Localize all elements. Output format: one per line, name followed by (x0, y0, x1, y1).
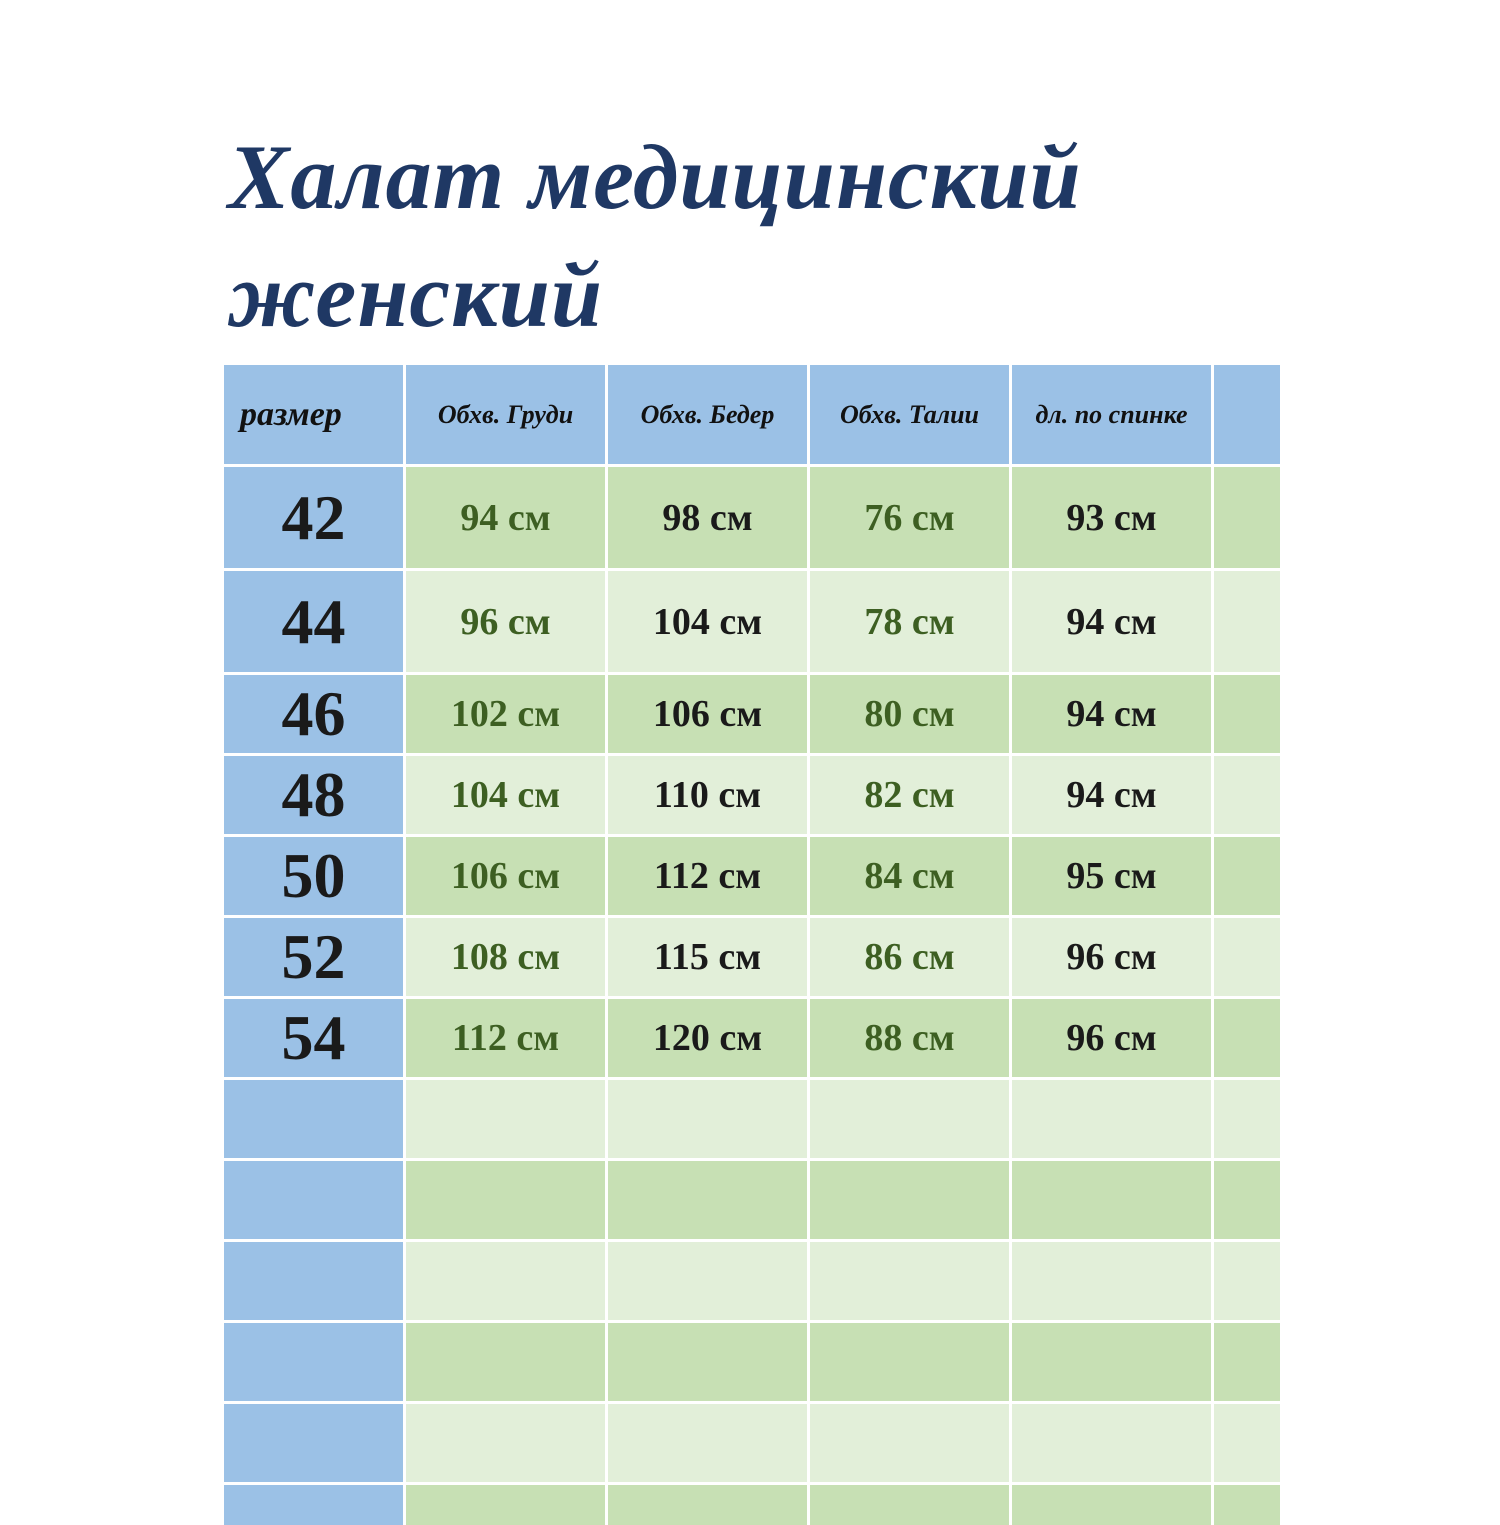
header-waist: Обхв. Талии (810, 365, 1009, 464)
empty-cell (1214, 837, 1280, 915)
title-line-1: Халат медицинский (228, 126, 1082, 228)
empty-cell (608, 1242, 807, 1320)
empty-cell (810, 1323, 1009, 1401)
back-length-cell: 94 см (1012, 756, 1211, 834)
header-hips: Обхв. Бедер (608, 365, 807, 464)
empty-cell (810, 1161, 1009, 1239)
back-length-cell: 96 см (1012, 918, 1211, 996)
empty-cell (1214, 675, 1280, 753)
empty-cell (608, 1323, 807, 1401)
hips-cell: 112 см (608, 837, 807, 915)
chest-cell: 112 см (406, 999, 605, 1077)
back-length-cell: 94 см (1012, 675, 1211, 753)
waist-cell: 78 см (810, 571, 1009, 672)
empty-cell (406, 1242, 605, 1320)
hips-cell: 98 см (608, 467, 807, 568)
empty-cell (406, 1404, 605, 1482)
header-back-length: дл. по спинке (1012, 365, 1211, 464)
empty-cell (1214, 1404, 1280, 1482)
waist-cell: 82 см (810, 756, 1009, 834)
empty-cell (406, 1323, 605, 1401)
empty-cell (406, 1485, 605, 1525)
empty-cell (1012, 1242, 1211, 1320)
size-cell-empty (224, 1242, 403, 1320)
empty-cell (1214, 1080, 1280, 1158)
empty-cell (1214, 1485, 1280, 1525)
size-cell: 48 (224, 756, 403, 834)
chest-cell: 106 см (406, 837, 605, 915)
waist-cell: 76 см (810, 467, 1009, 568)
size-cell: 54 (224, 999, 403, 1077)
empty-cell (1214, 1242, 1280, 1320)
header-size: размер (224, 365, 403, 464)
empty-cell (1214, 918, 1280, 996)
empty-cell (1214, 1161, 1280, 1239)
empty-cell (608, 1485, 807, 1525)
size-cell: 52 (224, 918, 403, 996)
waist-cell: 86 см (810, 918, 1009, 996)
hips-cell: 106 см (608, 675, 807, 753)
back-length-cell: 96 см (1012, 999, 1211, 1077)
empty-cell (810, 1080, 1009, 1158)
waist-cell: 88 см (810, 999, 1009, 1077)
size-cell-empty (224, 1161, 403, 1239)
empty-cell (406, 1161, 605, 1239)
empty-cell (406, 1080, 605, 1158)
empty-cell (1214, 467, 1280, 568)
back-length-cell: 94 см (1012, 571, 1211, 672)
empty-cell (810, 1404, 1009, 1482)
size-cell: 44 (224, 571, 403, 672)
chest-cell: 108 см (406, 918, 605, 996)
size-cell-empty (224, 1080, 403, 1158)
hips-cell: 110 см (608, 756, 807, 834)
empty-cell (810, 1242, 1009, 1320)
hips-cell: 120 см (608, 999, 807, 1077)
size-cell: 46 (224, 675, 403, 753)
empty-cell (810, 1485, 1009, 1525)
empty-cell (1012, 1404, 1211, 1482)
empty-cell (1012, 1080, 1211, 1158)
chest-cell: 104 см (406, 756, 605, 834)
empty-cell (1012, 1323, 1211, 1401)
size-cell-empty (224, 1323, 403, 1401)
size-cell: 42 (224, 467, 403, 568)
size-table: размер Обхв. Груди Обхв. Бедер Обхв. Талии д… (224, 365, 1280, 1525)
empty-cell (608, 1080, 807, 1158)
empty-cell (608, 1161, 807, 1239)
back-length-cell: 95 см (1012, 837, 1211, 915)
size-cell-empty (224, 1485, 403, 1525)
empty-cell (1214, 756, 1280, 834)
empty-cell (1214, 571, 1280, 672)
empty-cell (608, 1404, 807, 1482)
empty-cell (1012, 1161, 1211, 1239)
empty-cell (1012, 1485, 1211, 1525)
page-title: Халат медицинский женский (228, 118, 1082, 354)
title-line-2: женский (228, 244, 604, 346)
header-chest: Обхв. Груди (406, 365, 605, 464)
chest-cell: 102 см (406, 675, 605, 753)
empty-cell (1214, 999, 1280, 1077)
waist-cell: 80 см (810, 675, 1009, 753)
hips-cell: 104 см (608, 571, 807, 672)
back-length-cell: 93 см (1012, 467, 1211, 568)
empty-cell (1214, 1323, 1280, 1401)
size-cell: 50 (224, 837, 403, 915)
waist-cell: 84 см (810, 837, 1009, 915)
hips-cell: 115 см (608, 918, 807, 996)
size-cell-empty (224, 1404, 403, 1482)
chest-cell: 94 см (406, 467, 605, 568)
chest-cell: 96 см (406, 571, 605, 672)
header-extra (1214, 365, 1280, 464)
